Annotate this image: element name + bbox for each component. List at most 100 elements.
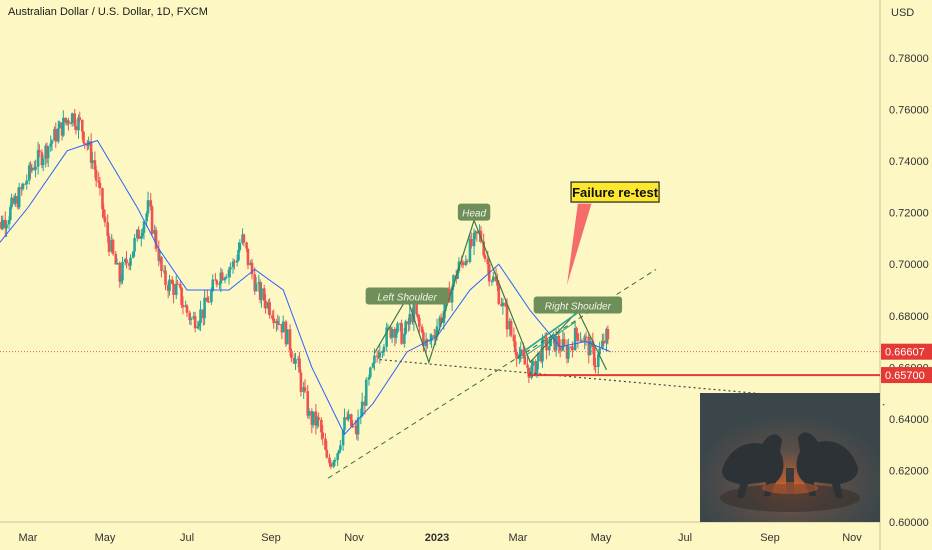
candle-body <box>569 346 573 348</box>
candle-body <box>157 248 161 261</box>
candle-body <box>398 323 402 325</box>
candle-body <box>329 463 333 467</box>
candle-body <box>241 234 244 244</box>
candle-body <box>378 352 382 358</box>
candle-body <box>220 272 224 281</box>
rising-trendline <box>327 268 657 479</box>
price-line-badge <box>881 343 932 360</box>
candle-body <box>192 316 196 319</box>
pattern-label-bg <box>533 296 623 314</box>
candle-body <box>404 321 408 334</box>
candle-body <box>320 419 323 433</box>
y-tick-label: 0.78000 <box>889 53 929 65</box>
candle-body <box>235 260 239 263</box>
candle-body <box>571 346 574 351</box>
callout-box <box>570 181 660 203</box>
candle-body <box>40 152 44 166</box>
candle-body <box>315 417 319 426</box>
pattern-label-text: Right Shoulder <box>545 301 612 312</box>
candle-body <box>3 219 7 229</box>
inset-pillar <box>786 468 794 494</box>
candle-body <box>311 411 315 425</box>
candle-body <box>238 243 242 251</box>
candle-body <box>103 216 107 223</box>
candle-body <box>210 290 213 303</box>
candle-body <box>254 283 258 292</box>
candle-body <box>494 276 498 282</box>
candle-body <box>460 261 464 263</box>
candle-body <box>416 314 420 318</box>
candle-body <box>470 238 473 247</box>
pattern-label-text: Head <box>462 209 486 220</box>
candle-body <box>114 253 118 265</box>
bull-silhouette <box>722 434 784 498</box>
candle-body <box>592 347 596 366</box>
candle-body <box>580 340 584 342</box>
candle-body <box>594 365 597 367</box>
candle-body <box>339 445 342 451</box>
candle-body <box>264 300 267 309</box>
candle-body <box>121 262 124 281</box>
candle-body <box>229 267 232 270</box>
candle-body <box>364 379 368 406</box>
candle-body <box>534 361 537 375</box>
candle-body <box>14 196 17 204</box>
candle-body <box>501 302 505 306</box>
candle-body <box>407 321 410 325</box>
candle-body <box>356 417 360 435</box>
candle-body <box>605 329 608 344</box>
candle-body <box>189 318 193 320</box>
candle-body <box>310 411 314 425</box>
candle-body <box>601 340 604 349</box>
candle-body <box>80 119 84 132</box>
candle-body <box>576 333 580 341</box>
candle-body <box>106 222 109 237</box>
candle-body <box>215 280 219 285</box>
y-tick-label: 0.60000 <box>889 517 929 529</box>
candle-body <box>21 183 25 189</box>
candle-body <box>482 241 485 256</box>
candle-body <box>336 453 339 460</box>
candle-body <box>478 230 481 234</box>
candle-body <box>428 340 432 342</box>
candle-body <box>25 180 29 184</box>
candle-body <box>321 432 325 439</box>
candle-body <box>519 349 523 355</box>
candle-body <box>347 414 350 420</box>
pattern-label: Head <box>457 203 491 221</box>
candle-body <box>276 321 280 325</box>
candle-body <box>184 305 187 307</box>
candle-body <box>258 282 262 300</box>
candle-body <box>369 367 372 378</box>
candle-body <box>227 269 231 278</box>
candle-body <box>354 426 357 428</box>
candle-body <box>145 213 148 222</box>
candle-body <box>307 411 311 416</box>
candle-body <box>97 180 100 183</box>
candle-body <box>333 459 337 462</box>
candle-body <box>385 327 388 347</box>
candle-body <box>54 128 58 142</box>
candle-body <box>430 335 433 341</box>
candle-body <box>166 284 170 291</box>
candle-body <box>275 321 278 324</box>
candle-body <box>224 277 228 279</box>
candle-body <box>490 280 494 282</box>
candle-body <box>512 335 516 342</box>
x-tick-label: Mar <box>509 532 528 544</box>
candle-body <box>587 336 591 356</box>
candle-body <box>91 160 94 163</box>
candle-body <box>30 167 34 171</box>
candle-body <box>390 329 394 338</box>
candle-body <box>426 339 429 341</box>
candle-body <box>154 230 158 249</box>
candle-body <box>360 401 364 417</box>
candle-body <box>543 337 547 339</box>
y-tick-label: 0.76000 <box>889 105 929 117</box>
candle-body <box>164 270 167 285</box>
candle-body <box>181 304 185 307</box>
price-line-label: 0.65700 <box>885 370 925 382</box>
candle-body <box>272 318 276 324</box>
candle-body <box>438 317 442 327</box>
